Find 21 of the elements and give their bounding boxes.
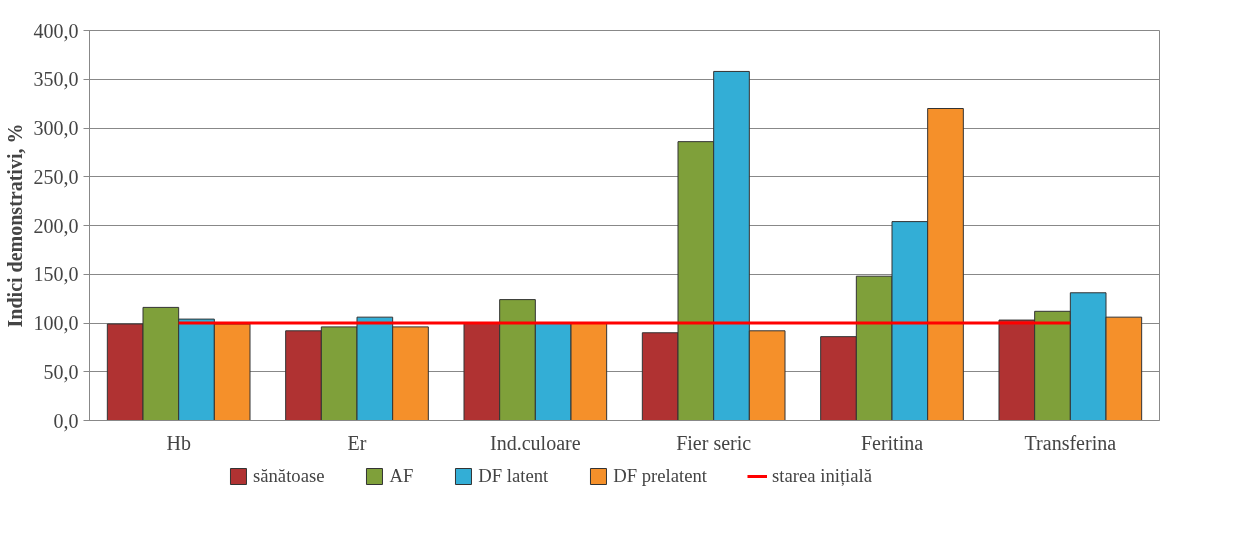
y-tick-label: 400,0: [33, 19, 79, 42]
legend-label: starea inițială: [772, 465, 873, 487]
y-tick-label: 100,0: [33, 312, 79, 334]
y-axis-title: Indici demonstrativi, %: [3, 123, 26, 328]
x-tick-label: Er: [347, 431, 367, 454]
y-tick-label: 50,0: [43, 360, 79, 383]
x-tick-label: Hb: [166, 431, 191, 454]
y-tick-label: 350,0: [33, 68, 79, 91]
legend-label: DF latent: [478, 465, 549, 487]
y-tick-label: 250,0: [33, 165, 79, 188]
x-tick-label: Fier seric: [676, 431, 752, 454]
y-tick-label: 300,0: [33, 117, 79, 139]
y-tick-label: 0,0: [53, 409, 79, 432]
legend-label: sănătoase: [252, 465, 325, 487]
legend-label: DF prelatent: [613, 465, 708, 487]
x-tick-label: Ind.culoare: [490, 431, 581, 454]
y-tick-label: 150,0: [33, 263, 79, 286]
y-tick-label: 200,0: [33, 214, 79, 237]
x-tick-label: Feritina: [860, 431, 924, 454]
legend-label: AF: [389, 465, 414, 487]
x-tick-label: Transferina: [1024, 431, 1117, 454]
